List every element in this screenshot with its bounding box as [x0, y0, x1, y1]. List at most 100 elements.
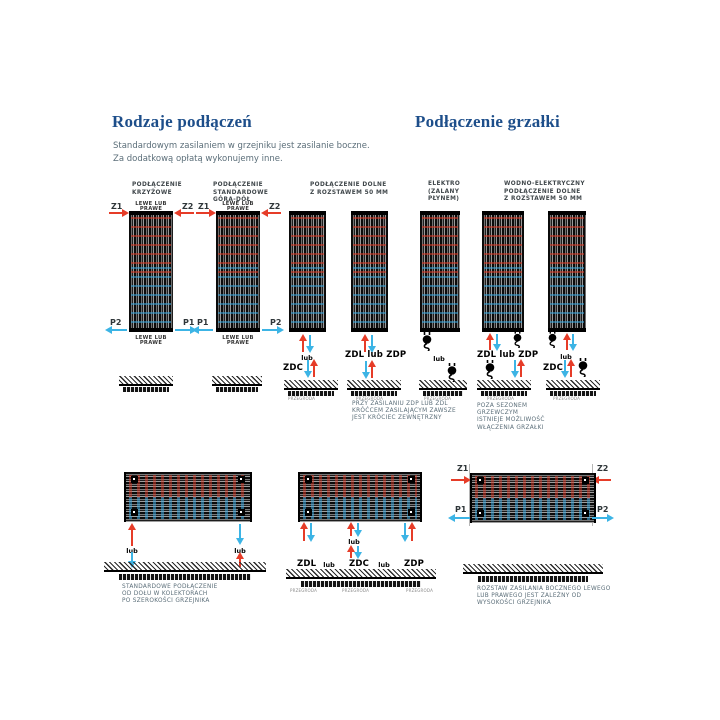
- section-title-dolne: PODŁĄCZENIE DOLNE Z ROZSTAWEM 50 MM: [310, 182, 389, 196]
- return-arrow: [262, 326, 284, 334]
- label-zdp: ZDP: [404, 559, 425, 569]
- intro-text: Standardowym zasilaniem w grzejniku jest…: [113, 141, 370, 164]
- return-arrow: [511, 360, 519, 378]
- hatch-pattern: [347, 380, 401, 388]
- label-z2: Z2: [597, 464, 609, 473]
- radiator-vertical: [216, 211, 260, 332]
- return-arrow: [448, 514, 470, 522]
- label-lub: lub: [433, 355, 445, 363]
- label-z1: Z1: [457, 464, 469, 473]
- radiator-vertical: [420, 211, 460, 332]
- return-arrow: [592, 514, 614, 522]
- floor-symbol: [347, 380, 401, 396]
- section-title-krzyzowe: PODŁĄCZENIE KRZYŻOWE: [132, 182, 182, 196]
- hatch-pattern: [212, 376, 262, 384]
- heading-podlaczenie-grzalki: Podłączenie grzałki: [415, 112, 560, 131]
- supply-arrow: [451, 476, 471, 484]
- label-lewe-lub-prawe: LEWE LUB PRAWE: [222, 335, 254, 347]
- label-lub: lub: [323, 561, 335, 569]
- label-p1: P1: [197, 318, 209, 327]
- floor-symbol: [212, 376, 262, 392]
- radiator-top-view: [216, 387, 258, 392]
- return-arrow: [105, 326, 127, 334]
- return-arrow: [354, 523, 362, 537]
- radiator-top-view: [351, 391, 397, 396]
- supply-arrow: [486, 333, 494, 350]
- mounting-clip: [582, 477, 589, 484]
- supply-arrow: [368, 360, 376, 378]
- floor-symbol: [286, 569, 436, 587]
- label-p2: P2: [270, 318, 282, 327]
- label-przegroda: PRZEGRODA: [553, 396, 581, 401]
- floor-line: [212, 384, 262, 386]
- radiator-vertical: [351, 211, 388, 332]
- label-przegroda: PRZEGRODA: [288, 396, 316, 401]
- label-zdc: ZDC: [349, 559, 370, 569]
- label-zdl: ZDL: [297, 559, 317, 569]
- label-p1: P1: [183, 318, 195, 327]
- collector-top-view: [119, 574, 251, 580]
- radiator-top-view: [478, 576, 588, 582]
- return-arrow: [569, 334, 577, 351]
- return-arrow: [175, 326, 197, 334]
- label-lewe-lub-prawe: LEWE LUB PRAWE: [135, 201, 167, 213]
- floor-symbol: [463, 564, 603, 582]
- supply-arrow: [347, 545, 355, 558]
- collector-top-view: [301, 581, 421, 587]
- label-zdl-lub-zdp: ZDL lub ZDP: [477, 350, 539, 360]
- supply-arrow: [174, 209, 194, 217]
- floor-symbol: [119, 376, 173, 392]
- radiator-horizontal: [470, 473, 596, 523]
- floor-line: [347, 388, 401, 390]
- radiator-vertical: [289, 211, 326, 332]
- hatch-pattern: [477, 380, 531, 388]
- radiator-horizontal: [298, 472, 422, 522]
- return-arrow: [368, 335, 376, 353]
- heater-plug-icon: [512, 331, 523, 349]
- radiator-vertical: [548, 211, 586, 332]
- return-arrow: [192, 326, 213, 334]
- mounting-clip: [238, 509, 245, 516]
- hatch-pattern: [284, 380, 338, 388]
- return-arrow: [354, 546, 362, 559]
- radiator-top-view: [123, 387, 169, 392]
- label-przegroda: PRZEGRODA: [342, 588, 370, 593]
- heading-rodzaje-podlaczen: Rodzaje podłączeń: [112, 112, 252, 131]
- supply-arrow: [408, 522, 416, 541]
- hatch-pattern: [286, 569, 436, 577]
- label-lub: lub: [348, 538, 360, 546]
- radiator-top-view: [423, 391, 463, 396]
- label-lewe-lub-prawe: LEWE LUB PRAWE: [135, 335, 167, 347]
- floor-symbol: [477, 380, 531, 396]
- supply-arrow: [563, 333, 571, 350]
- label-lub: lub: [301, 354, 313, 362]
- hatch-pattern: [104, 562, 266, 570]
- label-zdc: ZDC: [283, 363, 304, 373]
- floor-line: [463, 572, 603, 574]
- radiator-vertical: [482, 211, 524, 332]
- radiator-top-view: [288, 391, 334, 396]
- label-z1: Z1: [198, 202, 210, 211]
- mounting-clip: [477, 477, 484, 484]
- label-p2: P2: [110, 318, 122, 327]
- label-zdl-lub-zdp: ZDL lub ZDP: [345, 350, 407, 360]
- caption-boczne: ROZSTAW ZASILANIA BOCZNEGO LEWEGO LUB PR…: [477, 586, 611, 607]
- mounting-clip: [408, 476, 415, 483]
- floor-symbol: [419, 380, 467, 396]
- supply-arrow: [128, 523, 136, 546]
- floor-line: [104, 570, 266, 572]
- label-p1: P1: [455, 505, 467, 514]
- mounting-clip: [305, 509, 312, 516]
- return-arrow: [304, 360, 312, 378]
- label-przegroda: PRZEGRODA: [406, 588, 434, 593]
- hatch-pattern: [419, 380, 467, 388]
- supply-arrow: [299, 334, 307, 352]
- return-arrow: [306, 335, 314, 353]
- floor-line: [284, 388, 338, 390]
- supply-arrow: [361, 334, 369, 352]
- floor-line: [546, 388, 600, 390]
- return-arrow: [401, 523, 409, 542]
- return-arrow: [493, 334, 501, 351]
- radiator-vertical: [129, 211, 173, 332]
